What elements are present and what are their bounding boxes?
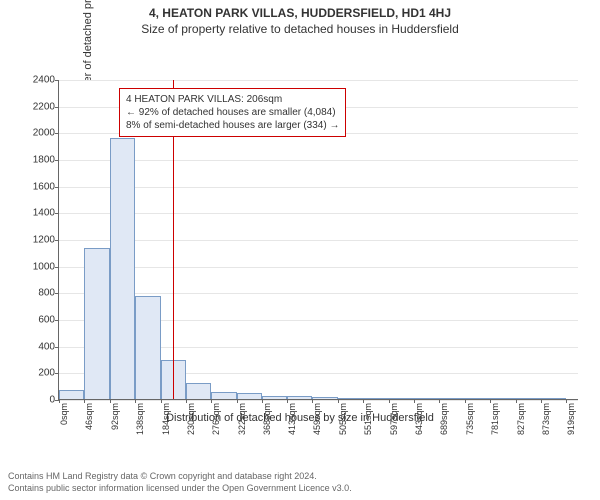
ytick-mark: [55, 213, 59, 214]
ytick-mark: [55, 80, 59, 81]
ytick-label: 1000: [33, 261, 55, 272]
gridline-h: [59, 267, 578, 268]
ytick-mark: [55, 160, 59, 161]
gridline-h: [59, 160, 578, 161]
x-axis-label: Distribution of detached houses by size …: [0, 412, 600, 424]
annot-line3: 8% of semi-detached houses are larger (3…: [126, 119, 339, 132]
histogram-bar: [262, 396, 287, 399]
gridline-h: [59, 213, 578, 214]
histogram-bar: [110, 138, 135, 399]
histogram-bar: [312, 397, 337, 399]
ytick-mark: [55, 107, 59, 108]
ytick-label: 1400: [33, 208, 55, 219]
histogram-bar: [414, 398, 439, 399]
ytick-label: 600: [38, 315, 55, 326]
ytick-label: 2000: [33, 128, 55, 139]
histogram-bar: [84, 248, 109, 399]
ytick-label: 1200: [33, 235, 55, 246]
annotation-box: 4 HEATON PARK VILLAS: 206sqm← 92% of det…: [119, 88, 346, 137]
ytick-label: 200: [38, 368, 55, 379]
histogram-bar: [59, 390, 84, 399]
histogram-bar: [389, 398, 414, 399]
footer-attribution: Contains HM Land Registry data © Crown c…: [8, 470, 352, 494]
histogram-bar: [541, 398, 566, 399]
annot-line1: 4 HEATON PARK VILLAS: 206sqm: [126, 93, 339, 106]
ytick-mark: [55, 320, 59, 321]
histogram-bar: [490, 398, 515, 399]
ytick-mark: [55, 293, 59, 294]
plot-area: 0200400600800100012001400160018002000220…: [58, 80, 578, 400]
histogram-bar: [211, 392, 236, 399]
gridline-h: [59, 80, 578, 81]
histogram-bar: [287, 396, 312, 399]
histogram-bar: [439, 398, 464, 399]
footer-line-1: Contains HM Land Registry data © Crown c…: [8, 470, 352, 482]
ytick-mark: [55, 240, 59, 241]
ytick-mark: [55, 373, 59, 374]
ytick-label: 800: [38, 288, 55, 299]
annot-line2: ← 92% of detached houses are smaller (4,…: [126, 106, 339, 119]
ytick-mark: [55, 267, 59, 268]
ytick-label: 2400: [33, 75, 55, 86]
gridline-h: [59, 187, 578, 188]
gridline-h: [59, 293, 578, 294]
histogram-bar: [135, 296, 160, 399]
gridline-h: [59, 240, 578, 241]
ytick-mark: [55, 133, 59, 134]
histogram-bar: [186, 383, 211, 399]
histogram-bar: [465, 398, 490, 399]
histogram-bar: [363, 398, 388, 399]
gridline-h: [59, 400, 578, 401]
histogram-bar: [516, 398, 541, 399]
ytick-label: 400: [38, 341, 55, 352]
ytick-mark: [55, 187, 59, 188]
ytick-label: 1600: [33, 181, 55, 192]
ytick-label: 2200: [33, 101, 55, 112]
histogram-bar: [237, 393, 262, 399]
ytick-mark: [55, 347, 59, 348]
ytick-label: 1800: [33, 155, 55, 166]
histogram-bar: [338, 398, 363, 399]
footer-line-2: Contains public sector information licen…: [8, 482, 352, 494]
ytick-label: 0: [49, 395, 55, 406]
